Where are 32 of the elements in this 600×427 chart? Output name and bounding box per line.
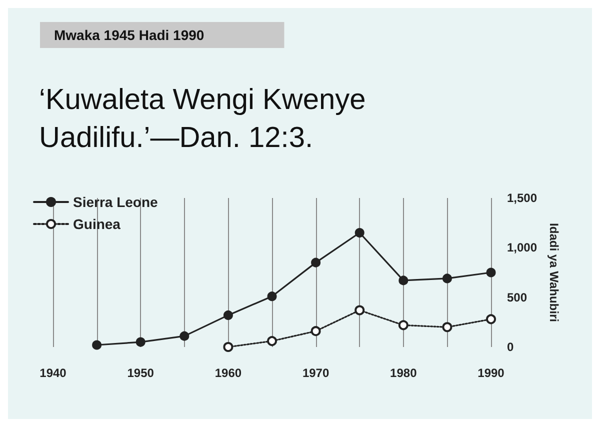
y-tick-label: 500 (507, 290, 528, 304)
point (223, 310, 233, 320)
point (398, 320, 408, 330)
point (136, 337, 146, 347)
point (92, 340, 102, 350)
legend-label: Sierra Leone (73, 194, 158, 210)
x-tick-label: 1970 (302, 366, 330, 380)
point (442, 322, 452, 332)
x-tick-label: 1980 (390, 366, 418, 380)
point (354, 305, 365, 316)
point (442, 274, 452, 284)
point (311, 258, 321, 268)
point (223, 342, 234, 352)
x-tick-label: 1990 (478, 366, 505, 380)
y-tick-label: 1,500 (507, 191, 538, 205)
point (354, 228, 364, 238)
x-tick-label: 1950 (127, 366, 154, 380)
y-tick-label: 0 (507, 340, 514, 354)
point (180, 331, 190, 341)
x-tick-label: 1960 (214, 366, 242, 380)
point (486, 268, 496, 278)
point (486, 314, 496, 324)
x-tick-label: 1940 (40, 366, 67, 380)
legend-label: Guinea (73, 216, 121, 232)
point (398, 276, 408, 286)
y-axis-title: Idadi ya Wahubiri (546, 223, 561, 322)
chart-subtitle: Mwaka 1945 Hadi 1990 (54, 27, 204, 43)
point (267, 336, 277, 346)
point (267, 292, 277, 302)
y-tick-label: 1,000 (507, 240, 538, 255)
chart-title: ‘Kuwaleta Wengi Kwenye Uadilifu.’—Dan. 12:3. (39, 84, 374, 154)
point (310, 326, 321, 336)
